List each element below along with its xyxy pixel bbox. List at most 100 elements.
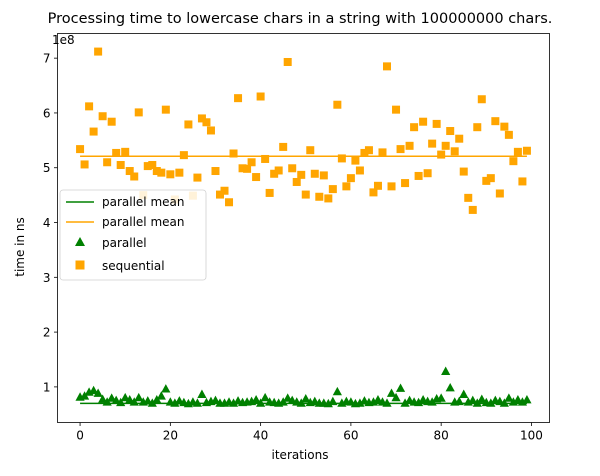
sequential-point	[193, 173, 202, 182]
parallel-point	[161, 384, 171, 393]
sequential-point	[247, 158, 256, 167]
sequential-point	[337, 154, 346, 163]
sequential-point	[107, 117, 116, 126]
sequential-point	[423, 169, 432, 178]
parallel-point	[454, 396, 464, 406]
sequential-point	[364, 146, 373, 155]
sequential-point	[482, 176, 491, 185]
parallel-point	[486, 398, 496, 407]
parallel-point	[477, 394, 487, 403]
sequential-point	[121, 147, 130, 156]
sequential-point	[360, 148, 369, 157]
sequential-point	[152, 167, 161, 176]
y-axis-label: time in ns	[13, 217, 27, 277]
sequential-point	[432, 119, 441, 128]
parallel-point	[355, 398, 365, 407]
x-tick-label: 60	[343, 429, 358, 443]
parallel-point	[102, 397, 112, 406]
sequential-point	[197, 114, 206, 123]
y-tick-label: 3	[43, 271, 51, 285]
plot-frame	[57, 33, 550, 423]
sequential-point	[315, 192, 324, 201]
parallel-point	[170, 398, 180, 407]
sequential-point	[491, 117, 500, 126]
parallel-point	[260, 392, 270, 402]
parallel-point	[156, 391, 166, 400]
sequential-point	[125, 167, 134, 176]
x-tick-label: 20	[163, 429, 178, 443]
sequential-point	[157, 168, 166, 177]
sequential-point	[261, 154, 270, 163]
parallel-point	[134, 392, 144, 402]
y-tick-label: 1	[43, 380, 51, 394]
sequential-point	[428, 139, 437, 148]
legend: parallel mean parallel mean parallel seq…	[59, 189, 207, 281]
parallel-point	[400, 398, 410, 407]
parallel-point	[89, 385, 99, 395]
parallel-point	[499, 398, 509, 407]
sequential-point	[513, 147, 522, 156]
parallel-point	[441, 366, 451, 375]
parallel-point	[395, 383, 406, 392]
parallel-point	[468, 395, 478, 404]
parallel-point	[368, 397, 379, 406]
sequential-point	[401, 179, 410, 188]
parallel-point	[436, 393, 446, 402]
sequential-point	[473, 123, 482, 132]
parallel-point	[459, 389, 469, 398]
parallel-point	[251, 395, 261, 404]
sequential-point	[518, 177, 527, 186]
sequential-point	[405, 141, 414, 150]
x-tick-label: 0	[76, 429, 84, 443]
legend-label-parallel: parallel	[102, 236, 147, 250]
parallel-point	[517, 397, 528, 406]
legend-box	[59, 189, 207, 281]
parallel-point	[152, 395, 162, 404]
sequential-point	[130, 172, 139, 181]
y-tick-label: 4	[43, 216, 51, 230]
sequential-point	[279, 142, 288, 151]
sequential-point	[175, 168, 184, 177]
sequential-point	[333, 100, 342, 109]
sequential-point	[387, 182, 396, 191]
sequential-point	[373, 181, 382, 190]
sequential-point	[306, 146, 315, 155]
legend-label-parallel-mean: parallel mean	[102, 195, 185, 209]
y-tick-label: 5	[43, 161, 51, 175]
sequential-point	[396, 145, 405, 154]
sequential-point	[206, 126, 215, 135]
sequential-point	[378, 148, 387, 157]
sequential-point	[252, 173, 261, 182]
sequential-point	[468, 205, 477, 214]
sequential-point	[270, 169, 279, 178]
sequential-point	[369, 188, 378, 197]
sequential-point	[301, 190, 310, 199]
sequential-point	[103, 158, 112, 167]
parallel-point	[386, 388, 397, 397]
x-tick-label: 40	[253, 429, 268, 443]
sequential-point	[89, 127, 98, 136]
parallel-point	[98, 394, 108, 403]
sequential-point	[220, 186, 229, 195]
sequential-point	[504, 130, 513, 139]
sequential-point	[288, 164, 297, 173]
sequential-point	[76, 145, 85, 154]
parallel-point	[445, 382, 455, 392]
sequential-point	[238, 164, 247, 173]
parallel-point	[427, 397, 437, 406]
sequential-point	[383, 62, 392, 71]
parallel-point	[296, 398, 306, 407]
sequential-point	[346, 174, 355, 183]
sequential-point	[324, 194, 333, 203]
parallel-point	[301, 393, 311, 403]
sequential-point	[310, 169, 319, 178]
parallel-point	[210, 395, 221, 404]
parallel-point	[147, 398, 157, 407]
parallel-point	[323, 398, 333, 408]
sequential-point	[414, 171, 423, 180]
sequential-point	[98, 112, 107, 121]
sequential-point	[392, 105, 401, 114]
y-tick-label: 6	[43, 106, 51, 120]
sequential-point	[179, 151, 188, 160]
